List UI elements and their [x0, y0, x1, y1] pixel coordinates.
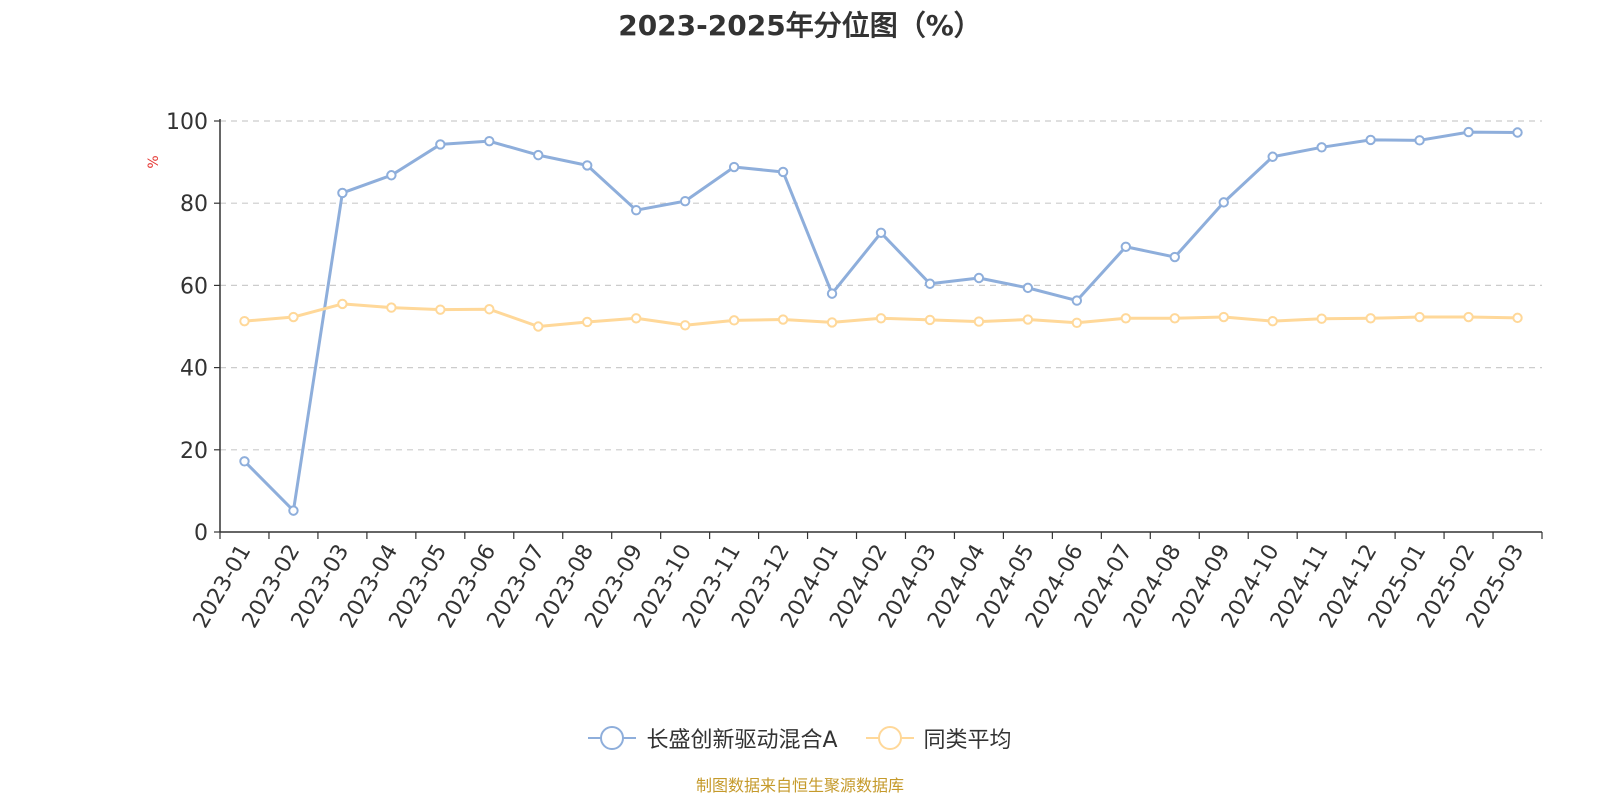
data-point[interactable] [777, 314, 789, 325]
data-point[interactable] [1169, 251, 1180, 263]
data-point[interactable] [728, 315, 740, 326]
data-point[interactable] [679, 320, 691, 331]
data-point[interactable] [728, 161, 740, 173]
data-point[interactable] [435, 304, 446, 315]
data-point[interactable] [337, 187, 348, 199]
data-point[interactable] [1365, 134, 1376, 146]
data-point[interactable] [826, 317, 838, 328]
data-point[interactable] [239, 456, 250, 467]
data-point[interactable] [484, 304, 495, 315]
legend-label: 长盛创新驱动混合A [646, 728, 838, 753]
data-point[interactable] [1022, 282, 1034, 294]
grid-layer [220, 120, 1542, 451]
series-layer [239, 126, 1523, 516]
data-point[interactable] [239, 315, 250, 327]
axis-layer: 0204060801002023-012023-022023-032023-04… [166, 110, 1543, 632]
data-point[interactable] [1267, 151, 1278, 162]
data-point[interactable] [1169, 313, 1180, 324]
data-point[interactable] [1218, 197, 1229, 208]
data-point[interactable] [777, 166, 789, 178]
data-point[interactable] [1022, 314, 1034, 325]
data-point[interactable] [875, 227, 887, 238]
data-point[interactable] [924, 278, 936, 289]
y-tick-label: 40 [180, 357, 208, 382]
data-point[interactable] [533, 321, 544, 332]
legend-label: 同类平均 [923, 728, 1012, 753]
y-tick-label: 60 [180, 274, 208, 299]
legend: 长盛创新驱动混合A 同类平均 [0, 722, 1600, 754]
data-point[interactable] [875, 313, 887, 324]
y-tick-label: 20 [180, 439, 208, 464]
data-point[interactable] [582, 316, 593, 328]
data-point[interactable] [386, 170, 397, 181]
data-point[interactable] [924, 314, 936, 326]
data-point[interactable] [582, 160, 593, 171]
data-point[interactable] [1316, 142, 1327, 153]
y-tick-label: 100 [166, 110, 208, 135]
data-point[interactable] [973, 272, 985, 284]
data-point[interactable] [1071, 295, 1083, 306]
y-axis-label: % [146, 155, 162, 168]
data-point[interactable] [484, 135, 495, 147]
data-point[interactable] [1120, 241, 1132, 252]
data-point[interactable] [1512, 312, 1523, 324]
data-point[interactable] [435, 139, 446, 150]
data-point[interactable] [1071, 317, 1083, 329]
data-point[interactable] [1414, 135, 1425, 146]
data-point[interactable] [630, 313, 642, 324]
data-point[interactable] [288, 505, 299, 516]
data-point[interactable] [973, 316, 985, 327]
data-point[interactable] [1365, 313, 1376, 324]
source-note: 制图数据来自恒生聚源数据库 [695, 776, 904, 795]
data-point[interactable] [1414, 311, 1425, 323]
data-point[interactable] [826, 288, 838, 299]
data-point[interactable] [1316, 313, 1327, 324]
data-point[interactable] [1463, 126, 1474, 138]
data-point[interactable] [337, 298, 348, 310]
data-point[interactable] [386, 302, 397, 313]
legend-marker-icon [865, 726, 914, 750]
legend-marker-icon [588, 726, 637, 750]
data-point[interactable] [288, 311, 299, 323]
legend-item-1[interactable]: 同类平均 [865, 722, 1012, 754]
data-point[interactable] [1267, 315, 1278, 327]
data-point[interactable] [1120, 313, 1132, 324]
y-tick-label: 0 [194, 521, 208, 546]
chart-title: 2023-2025年分位图（%） [618, 9, 982, 42]
y-tick-label: 80 [180, 192, 208, 217]
data-point[interactable] [1512, 127, 1523, 138]
data-point[interactable] [533, 149, 544, 161]
legend-item-0[interactable]: 长盛创新驱动混合A [588, 722, 838, 754]
data-point[interactable] [630, 204, 642, 216]
data-point[interactable] [1463, 311, 1474, 323]
data-point[interactable] [1218, 311, 1229, 323]
data-point[interactable] [679, 195, 691, 207]
